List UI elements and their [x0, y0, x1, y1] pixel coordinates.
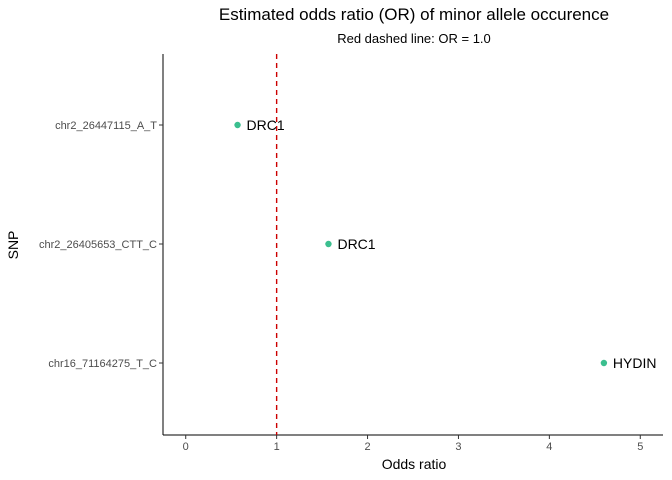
x-tick-label: 1	[274, 441, 280, 453]
x-tick-label: 0	[183, 441, 189, 453]
point-label: DRC1	[247, 117, 285, 133]
point-label: HYDIN	[613, 355, 657, 371]
point-label: DRC1	[337, 236, 375, 252]
data-point	[600, 359, 608, 367]
x-tick-label: 5	[637, 441, 643, 453]
y-tick-label: chr2_26405653_CTT_C	[39, 239, 157, 251]
x-tick-label: 2	[364, 441, 370, 453]
chart-subtitle: Red dashed line: OR = 1.0	[337, 31, 491, 46]
y-tick-label: chr2_26447115_A_T	[55, 120, 157, 132]
y-tick-label: chr16_71164275_T_C	[48, 358, 157, 370]
x-tick-label: 3	[455, 441, 461, 453]
plot-area: 0 1 2 3 4 5 chr2_26447115_A_T chr2_26405653_CTT…	[39, 54, 663, 453]
x-axis-title: Odds ratio	[382, 456, 447, 472]
data-point	[234, 121, 241, 129]
y-axis-title: SNP	[5, 231, 21, 260]
x-tick-label: 4	[546, 441, 552, 453]
chart-title: Estimated odds ratio (OR) of minor allel…	[219, 5, 609, 24]
data-point	[325, 240, 332, 248]
